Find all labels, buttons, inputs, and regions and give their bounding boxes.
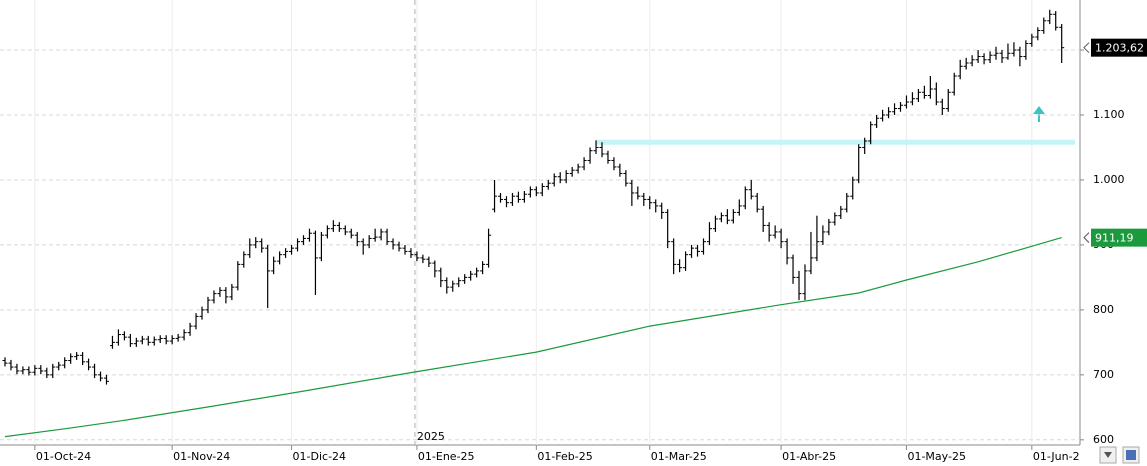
y-tick-label: 600 <box>1093 433 1114 446</box>
x-tick-label: 01-Nov-24 <box>173 450 230 463</box>
price-label: 911,19 <box>1095 232 1134 245</box>
price-pointer <box>1083 42 1090 54</box>
collapse-icon <box>1104 452 1112 458</box>
price-pointer <box>1083 232 1090 243</box>
x-tick-label: 01-Mar-25 <box>651 450 707 463</box>
x-tick-label: 01-May-25 <box>907 450 965 463</box>
y-tick-label: 800 <box>1093 303 1114 316</box>
x-tick-label: 01-Oct-24 <box>36 450 91 463</box>
up-arrow <box>1033 106 1045 122</box>
y-tick-label: 1.000 <box>1093 173 1125 186</box>
price-label-box <box>1091 228 1147 247</box>
x-tick-label: 01-Abr-25 <box>782 450 836 463</box>
year-label: 2025 <box>417 430 445 443</box>
x-tick-label: 01-Dic-24 <box>293 450 347 463</box>
x-tick-label: 01-Feb-25 <box>537 450 592 463</box>
y-tick-label: 700 <box>1093 368 1114 381</box>
moving-average <box>4 237 1062 438</box>
x-tick-label: 01-Ene-25 <box>418 450 475 463</box>
x-tick-label: 01-Jun-2 <box>1033 450 1080 463</box>
price-label-box <box>1091 38 1147 57</box>
price-label: 1.203,62 <box>1095 42 1144 55</box>
y-tick-label: 1.100 <box>1093 108 1125 121</box>
save-icon <box>1126 450 1136 460</box>
